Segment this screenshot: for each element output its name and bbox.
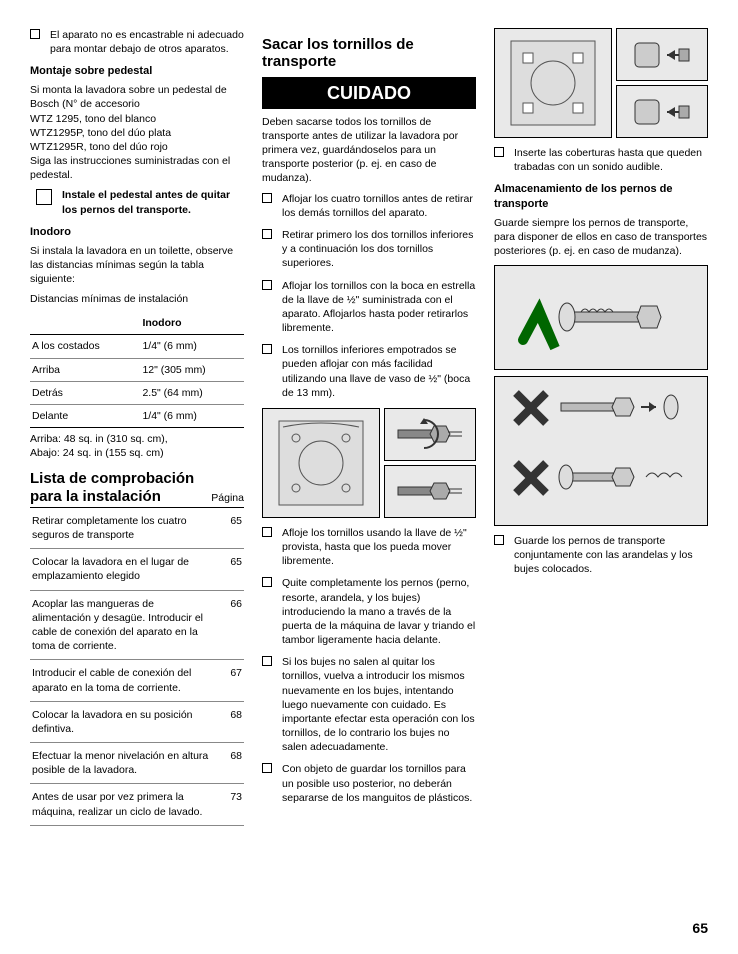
cuidado-banner: CUIDADO (262, 77, 476, 109)
figure-covers (494, 28, 708, 138)
figure-bolt-wrong (494, 376, 708, 526)
bullet-box-icon (262, 280, 272, 290)
paragraph-inodoro: Si instala la lavadora en un toilette, o… (30, 244, 244, 287)
paragraph-areas: Arriba: 48 sq. in (310 sq. cm), Abajo: 2… (30, 432, 244, 460)
bullet-item: Aflojar los tornillos con la boca en est… (262, 279, 476, 336)
table-checklist: Retirar completamente los cuatro seguros… (30, 508, 244, 826)
figure-washer-back (262, 408, 380, 518)
figure-washer-back-covers (494, 28, 612, 138)
table-row: Efectuar la menor nivelación en altura p… (30, 743, 244, 784)
table-row: Colocar la lavadora en el lugar de empla… (30, 549, 244, 590)
figure-bolt-correct (494, 265, 708, 370)
figure-wrench-bolt-top (384, 408, 476, 461)
bullet-item: Los tornillos inferiores empotrados se p… (262, 343, 476, 400)
heading-store: Almacenamiento de los pernos de transpor… (494, 182, 708, 212)
paragraph-store: Guarde siempre los pernos de transporte,… (494, 216, 708, 259)
table-row: Detrás2.5" (64 mm) (30, 381, 244, 404)
bullet-item: Si los bujes no salen al quitar los torn… (262, 655, 476, 754)
figure-cover-snap-top (616, 28, 708, 81)
note-pedestal: Instale el pedestal antes de quitar los … (36, 188, 244, 216)
table-row: Antes de usar por vez primera la máquina… (30, 784, 244, 825)
bullet-box-icon (262, 763, 272, 773)
column-3: Inserte las coberturas hasta que queden … (494, 28, 708, 826)
bullet-box-icon (262, 193, 272, 203)
table-row: Colocar la lavadora en su posición defin… (30, 701, 244, 742)
table-row: Retirar completamente los cuatro seguros… (30, 508, 244, 549)
bullet-box-icon (262, 229, 272, 239)
bullet-item: Con objeto de guardar los tornillos para… (262, 762, 476, 805)
bullet-box-icon (494, 535, 504, 545)
bullet-item: Quite completamente los pernos (perno, r… (262, 576, 476, 647)
bullet-covers: Inserte las coberturas hasta que queden … (494, 146, 708, 174)
table-row: Delante1/4" (6 mm) (30, 404, 244, 427)
bullet-item: Retirar primero los dos tornillos inferi… (262, 228, 476, 271)
heading-inodoro: Inodoro (30, 225, 244, 240)
figure-cover-snap-bottom (616, 85, 708, 138)
paragraph-disttitle: Distancias mínimas de instalación (30, 292, 244, 306)
bullet-box-icon (262, 344, 272, 354)
table-row: A los costados1/4" (6 mm) (30, 335, 244, 358)
table-header-blank (30, 312, 140, 335)
heading-sacar: Sacar los tornillos de transporte (262, 36, 476, 71)
checkbox-icon (36, 189, 52, 205)
bullet-box-icon (262, 577, 272, 587)
figure-wrench-bolt-bottom (384, 465, 476, 518)
page-number: 65 (692, 919, 708, 938)
column-2: Sacar los tornillos de transporte CUIDAD… (262, 28, 476, 826)
heading-checklist: Lista de comprobación para la instalació… (30, 470, 211, 505)
table-row: Arriba12" (305 mm) (30, 358, 244, 381)
bullet-box-icon (30, 29, 40, 39)
column-1: El aparato no es encastrable ni adecuado… (30, 28, 244, 826)
bullet-item: Aflojar los cuatro tornillos antes de re… (262, 192, 476, 220)
bullet-item: Afloje los tornillos usando la llave de … (262, 526, 476, 569)
table-header-inodoro: Inodoro (140, 312, 244, 335)
bullet-box-icon (494, 147, 504, 157)
note-pedestal-text: Instale el pedestal antes de quitar los … (62, 188, 244, 216)
table-inodoro: Inodoro A los costados1/4" (6 mm) Arriba… (30, 312, 244, 428)
bullet-not-embeddable: El aparato no es encastrable ni adecuado… (30, 28, 244, 56)
bullet-box-icon (262, 527, 272, 537)
paragraph-pedestal: Si monta la lavadora sobre un pedestal d… (30, 83, 244, 182)
heading-pedestal: Montaje sobre pedestal (30, 64, 244, 79)
bullet-store: Guarde los pernos de transporte conjunta… (494, 534, 708, 577)
table-row: Acoplar las mangueras de alimentación y … (30, 590, 244, 660)
bullet-text: El aparato no es encastrable ni adecuado… (50, 28, 244, 56)
table-row: Introducir el cable de conexión del apar… (30, 660, 244, 701)
paragraph-warning: Deben sacarse todos los tornillos de tra… (262, 115, 476, 186)
checklist-header: Lista de comprobación para la instalació… (30, 470, 244, 508)
bullet-box-icon (262, 656, 272, 666)
pagina-label: Página (211, 491, 244, 505)
figure-washer-wrench (262, 408, 476, 518)
